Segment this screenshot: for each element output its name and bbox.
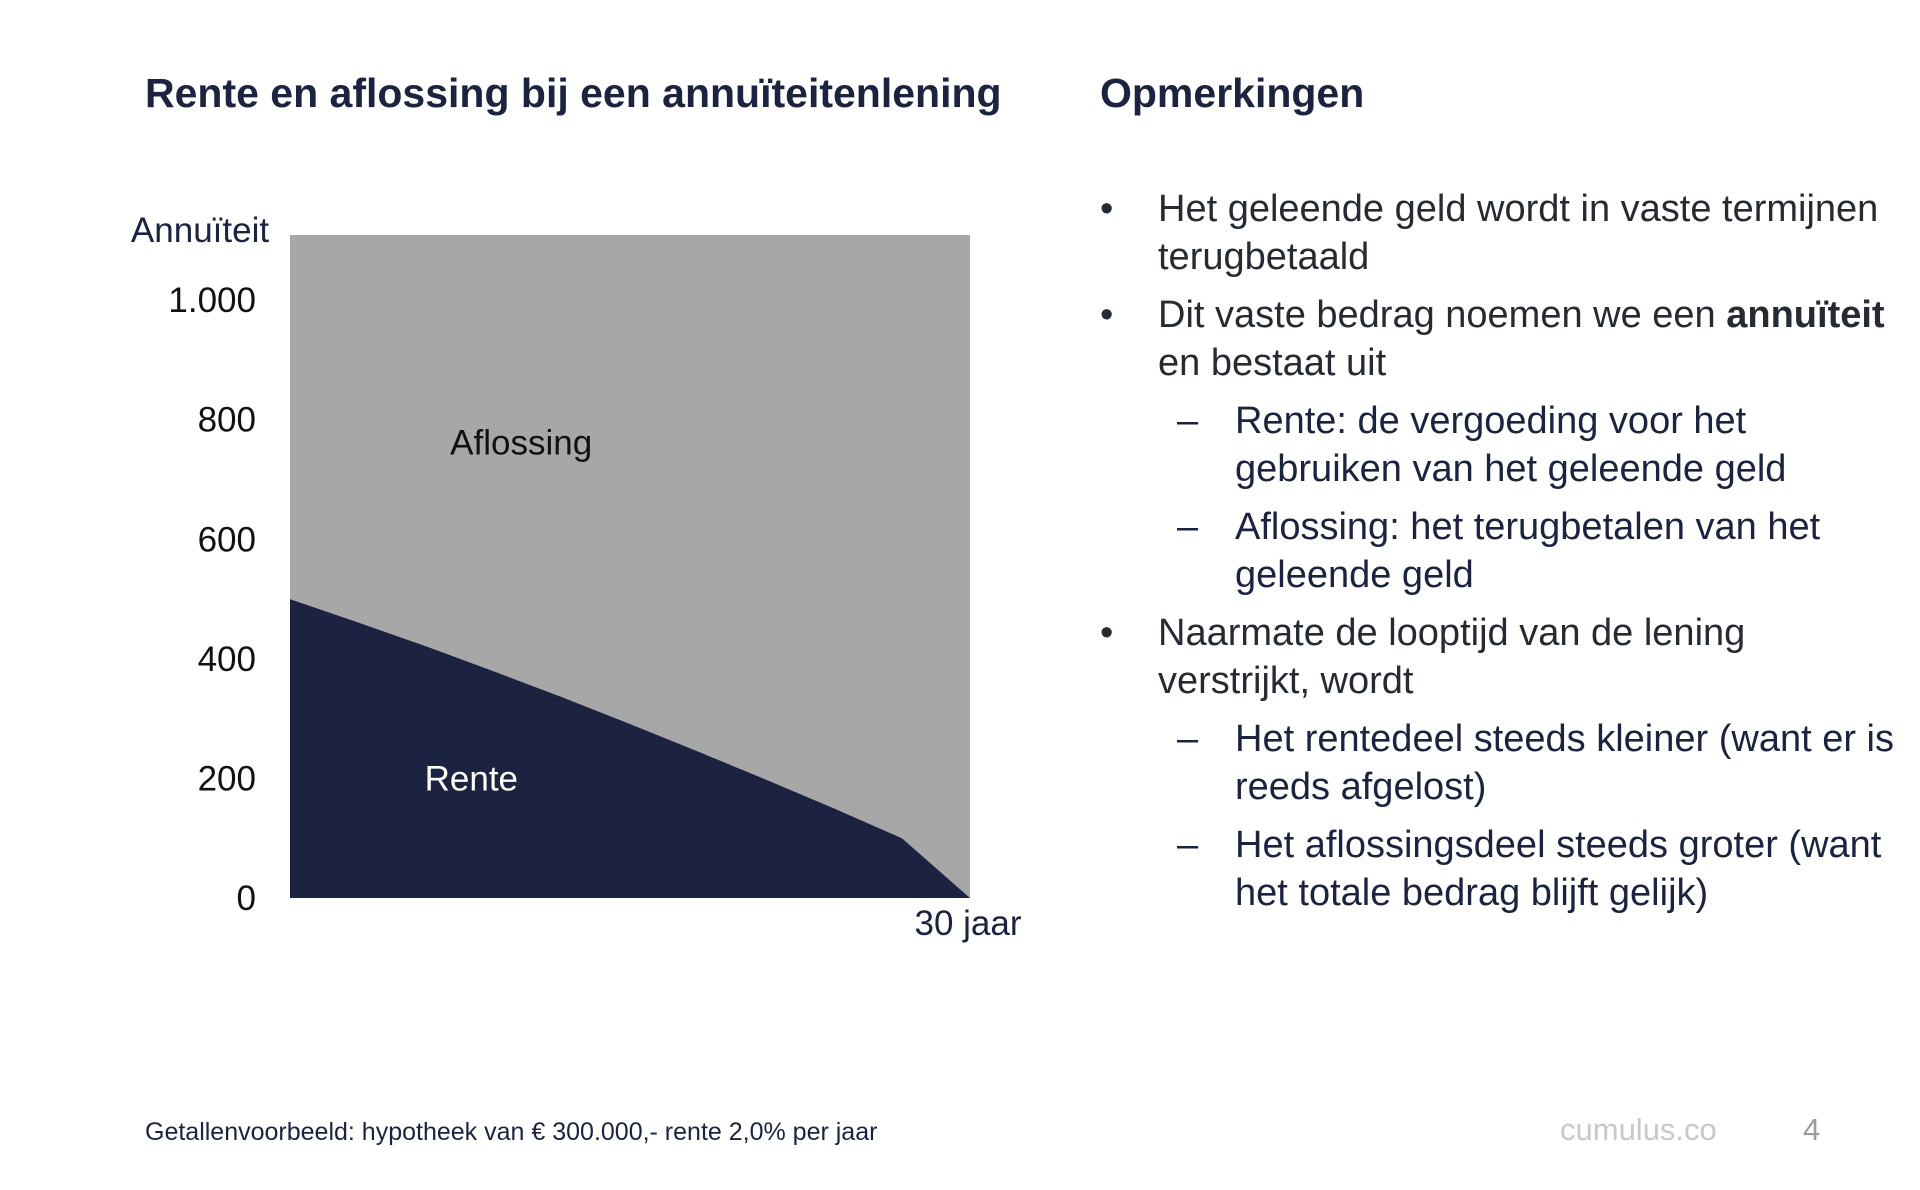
rente-area (290, 599, 970, 898)
note-item: • Dit vaste bedrag noemen we een annuïtei… (1100, 291, 1900, 387)
bullet-icon: • (1100, 294, 1114, 336)
note-emphasis: annuïteit (1726, 294, 1885, 336)
bullet-icon: • (1100, 188, 1114, 230)
y-tick-label: 0 (237, 879, 256, 918)
bullet-icon: – (1177, 824, 1199, 866)
note-text: Het aflossingsdeel steeds groter (want h… (1235, 824, 1882, 914)
notes-list: • Het geleende geld wordt in vaste termij… (1100, 185, 1900, 927)
aflossing-area (290, 235, 970, 898)
bullet-icon: – (1177, 400, 1199, 442)
notes-title: Opmerkingen (1100, 70, 1365, 116)
y-tick-label: 600 (198, 520, 256, 559)
y-axis-ticks: 0 200 400 600 800 1.000 (168, 281, 256, 918)
note-subitem: – Het aflossingsdeel steeds groter (want … (1100, 821, 1900, 917)
footnote: Getallenvoorbeeld: hypotheek van € 300.0… (145, 1118, 878, 1146)
note-text: Dit vaste bedrag noemen we een (1158, 294, 1727, 336)
note-text: Het geleende geld wordt in vaste termijn… (1158, 188, 1879, 278)
note-text: Naarmate de looptijd van de lening verst… (1158, 612, 1746, 702)
annuity-area-chart: Aflossing Rente 0 200 400 600 800 1.000 Annuït… (131, 211, 1022, 943)
chart-title: Rente en aflossing bij een annuïteitenle… (145, 70, 1002, 116)
note-item: • Naarmate de looptijd van de lening vers… (1100, 609, 1900, 705)
note-subitem: – Rente: de vergoeding voor het gebruiken… (1100, 397, 1900, 493)
note-subitem: – Het rentedeel steeds kleiner (want er i… (1100, 715, 1900, 811)
y-tick-label: 200 (198, 759, 256, 798)
chart-areas (290, 235, 970, 898)
note-subitem: – Aflossing: het terugbetalen van het gel… (1100, 503, 1900, 599)
y-tick-label: 400 (198, 640, 256, 679)
bullet-icon: – (1177, 506, 1199, 548)
x-axis-end-label: 30 jaar (914, 904, 1021, 943)
note-text: Aflossing: het terugbetalen van het gele… (1235, 506, 1821, 596)
bullet-icon: • (1100, 612, 1114, 654)
y-tick-label: 800 (198, 401, 256, 440)
rente-area-label: Rente (425, 759, 518, 798)
note-text: Het rentedeel steeds kleiner (want er is… (1235, 718, 1894, 808)
aflossing-area-label: Aflossing (450, 423, 592, 462)
chart-area-labels: Aflossing Rente (425, 423, 593, 798)
page-number: 4 (1803, 1112, 1821, 1147)
note-item: • Het geleende geld wordt in vaste termij… (1100, 185, 1900, 281)
note-text: en bestaat uit (1158, 342, 1387, 384)
bullet-icon: – (1177, 718, 1199, 760)
y-axis-label: Annuïteit (131, 211, 269, 250)
note-text: Rente: de vergoeding voor het gebruiken … (1235, 400, 1787, 490)
brand-name: cumulus.co (1560, 1112, 1717, 1147)
y-tick-label: 1.000 (168, 281, 256, 320)
